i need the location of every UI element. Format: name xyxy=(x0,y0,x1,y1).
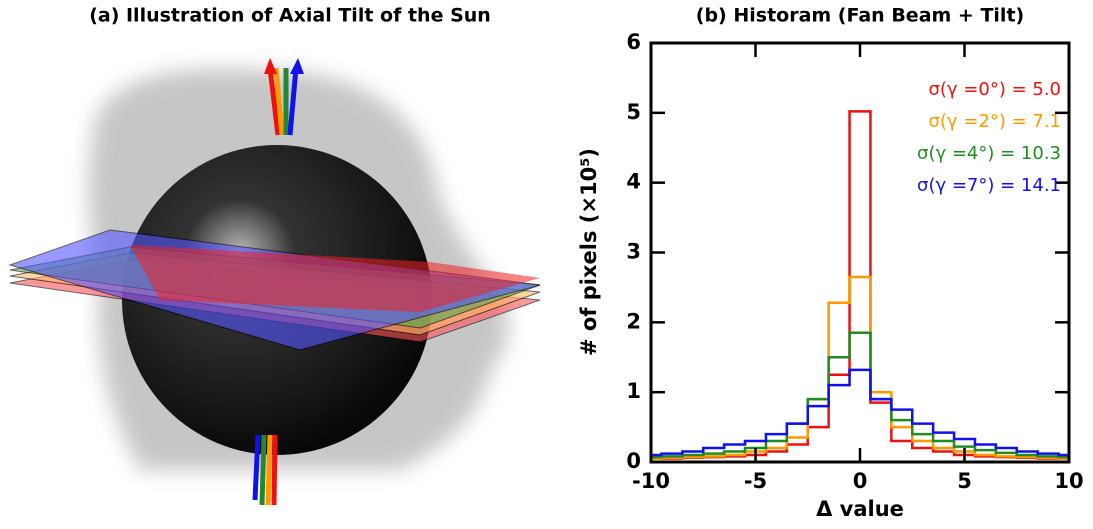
y-tick-label: 2 xyxy=(626,309,641,333)
y-tick-label: 1 xyxy=(626,379,641,403)
illustration-title: (a) Illustration of Axial Tilt of the Su… xyxy=(89,5,491,27)
legend-label: σ(γ =0°) = 5.0 xyxy=(928,79,1061,100)
y-tick-label: 0 xyxy=(626,449,641,473)
x-tick-label: 10 xyxy=(1054,469,1083,493)
legend-label: σ(γ =4°) = 10.3 xyxy=(917,143,1061,164)
illustration xyxy=(8,58,541,506)
y-tick-label: 5 xyxy=(626,100,641,124)
x-tick-label: 0 xyxy=(853,469,868,493)
plot-frame xyxy=(649,41,1071,464)
plot-area xyxy=(651,110,1069,460)
chart-title: (b) Historam (Fan Beam + Tilt) xyxy=(696,5,1024,27)
legend-label: σ(γ =2°) = 7.1 xyxy=(928,111,1061,132)
x-tick-label: -5 xyxy=(744,469,767,493)
legend-label: σ(γ =7°) = 14.1 xyxy=(917,175,1061,196)
x-tick-label: 5 xyxy=(957,469,972,493)
x-tick-label: -10 xyxy=(632,469,670,493)
y-tick-label: 6 xyxy=(626,30,641,54)
y-tick-label: 4 xyxy=(626,170,641,194)
y-tick-label: 3 xyxy=(626,240,641,264)
y-axis-label: # of pixels (×10⁵) xyxy=(577,148,601,356)
x-axis-label: Δ value xyxy=(816,497,904,521)
